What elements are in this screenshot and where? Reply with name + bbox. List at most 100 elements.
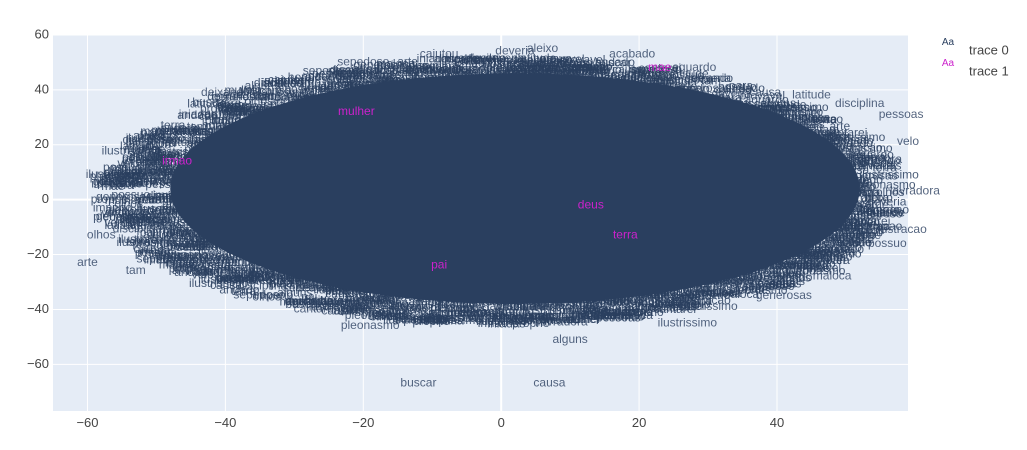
trace0-point-label[interactable]: acabado (609, 46, 655, 60)
cloud-label: pleonasmo (486, 61, 545, 75)
trace0-point-label[interactable]: buscar (400, 376, 436, 390)
cloud-label: pai (132, 140, 148, 154)
trace0-point-label[interactable]: latitude (792, 88, 831, 102)
trace0-point-label[interactable]: arte (77, 255, 98, 269)
trace0-point-label[interactable]: verde (859, 197, 889, 211)
cloud-label: arte (513, 52, 534, 66)
cloud-label: causa (612, 62, 644, 76)
trace1-point-label[interactable]: irmao (162, 153, 192, 167)
x-tick-label: 40 (770, 415, 784, 430)
legend-marker-1[interactable]: Aa (942, 58, 955, 69)
cloud-label: tam (480, 53, 500, 67)
trace1-point-label[interactable]: mulher (338, 104, 375, 118)
cloud-label: mulher (224, 83, 261, 97)
cloud-label: velo (134, 164, 156, 178)
trace1-point-label[interactable]: mae (648, 60, 672, 74)
cloud-label: deveria (466, 51, 506, 65)
trace0-point-label[interactable]: imperio (254, 288, 294, 302)
cloud-label: generosas (641, 300, 697, 314)
trace0-point-label[interactable]: olhos (87, 228, 116, 242)
trace0-point-label[interactable]: deixando (201, 85, 250, 99)
trace0-point-label[interactable]: iniadas (179, 107, 217, 121)
trace1-point-label[interactable]: pai (431, 258, 447, 272)
trace0-point-label[interactable]: deveria (495, 44, 535, 58)
trace0-point-label[interactable]: maloca (813, 269, 852, 283)
cloud-label: generosas (684, 284, 740, 298)
cloud-label: ilustracao (482, 313, 534, 327)
trace0-point-label[interactable]: tam (126, 263, 146, 277)
legend-label-1[interactable]: trace 1 (969, 63, 1009, 78)
trace0-point-label[interactable]: alguns (552, 332, 587, 346)
cloud-label: alguns (277, 285, 312, 299)
cloud-label: andado (219, 282, 259, 296)
cloud-label: hora (149, 149, 173, 163)
cloud-label: proprio (512, 316, 550, 330)
cloud-label: ilustracao (851, 219, 903, 233)
trace0-point-label[interactable]: velo (897, 134, 919, 148)
cloud-label: imperio (624, 305, 664, 319)
trace0-point-label[interactable]: ilustrissimo (678, 299, 738, 313)
cloud-label: cantarei (475, 304, 518, 318)
legend-label-0[interactable]: trace 0 (969, 42, 1009, 57)
cloud-label: generosas (130, 215, 186, 229)
cloud-label: verde (101, 205, 131, 219)
cloud-label: possuo (217, 260, 256, 274)
cloud-label: terra (231, 265, 256, 279)
trace0-point-label[interactable]: andado (860, 153, 900, 167)
trace1-point-label[interactable]: deus (578, 197, 604, 211)
legend[interactable]: Aa trace 0 Aa trace 1 (942, 37, 1009, 78)
trace0-point-label[interactable]: hora (110, 178, 134, 192)
trace0-point-label[interactable]: possuo (868, 236, 907, 250)
cloud-label: imperio (441, 52, 481, 66)
cloud-label: pleonasmo (787, 264, 846, 278)
trace0-point-label[interactable]: para (138, 142, 162, 156)
trace0-point-label[interactable]: ilustrissimo (658, 315, 718, 329)
trace1-point-label[interactable]: terra (613, 228, 638, 242)
trace0-point-label[interactable]: ilustracao (875, 222, 927, 236)
cloud-label: latitude (120, 139, 159, 153)
cloud-label: ilustracao (786, 112, 838, 126)
cloud-label: terra (231, 284, 256, 298)
x-tick-label: −60 (76, 415, 98, 430)
cloud-label: ilustrissimo (484, 56, 544, 70)
trace0-point-label[interactable]: proprio (152, 123, 190, 137)
cloud-label: mulher (661, 74, 698, 88)
cloud-label: pessoas (315, 296, 360, 310)
trace0-point-label[interactable]: sepedoso (337, 55, 389, 69)
cloud-label: hora (316, 299, 340, 313)
trace0-point-label[interactable]: caiutou (420, 46, 459, 60)
cloud-label: imperio (836, 227, 876, 241)
cloud-label: ilustrissimo (859, 167, 919, 181)
cloud-label: velo (136, 192, 158, 206)
cloud-label: verde (104, 216, 134, 230)
cloud-label: aguardo (745, 92, 789, 106)
trace0-point-label[interactable]: pessoas (879, 107, 924, 121)
cloud-label: cantarei (825, 126, 868, 140)
cloud-label: velo (809, 251, 831, 265)
cloud-label: velo (214, 263, 236, 277)
cloud-label: deveria (320, 294, 360, 308)
cloud-label: pessoas (403, 313, 448, 327)
cloud-label: provavel (800, 253, 845, 267)
trace0-point-label[interactable]: lavradora (890, 184, 940, 198)
cloud-label: alguns (770, 274, 805, 288)
cloud-label: mulher (124, 142, 161, 156)
cloud-label: tam (166, 231, 186, 245)
trace0-point-label[interactable]: aguardo (672, 60, 716, 74)
trace0-point-label[interactable]: causa (533, 376, 565, 390)
cloud-label: para (866, 219, 890, 233)
trace0-point-label[interactable]: pleonasmo (341, 318, 400, 332)
cloud-label: verde (738, 282, 768, 296)
legend-marker-0[interactable]: Aa (942, 37, 955, 48)
y-tick-label: 0 (42, 191, 49, 206)
trace0-point-label[interactable]: cantarei (294, 302, 337, 316)
cloud-label: pai (115, 213, 131, 227)
trace0-point-label[interactable]: disciplina (835, 96, 885, 110)
cloud-label: acabado (218, 271, 264, 285)
cloud-label: andado (301, 79, 341, 93)
cloud-label: tam (819, 123, 839, 137)
trace0-point-label[interactable]: generosas (756, 288, 812, 302)
cloud-label: para (653, 70, 677, 84)
cloud-label: pai (769, 277, 785, 291)
